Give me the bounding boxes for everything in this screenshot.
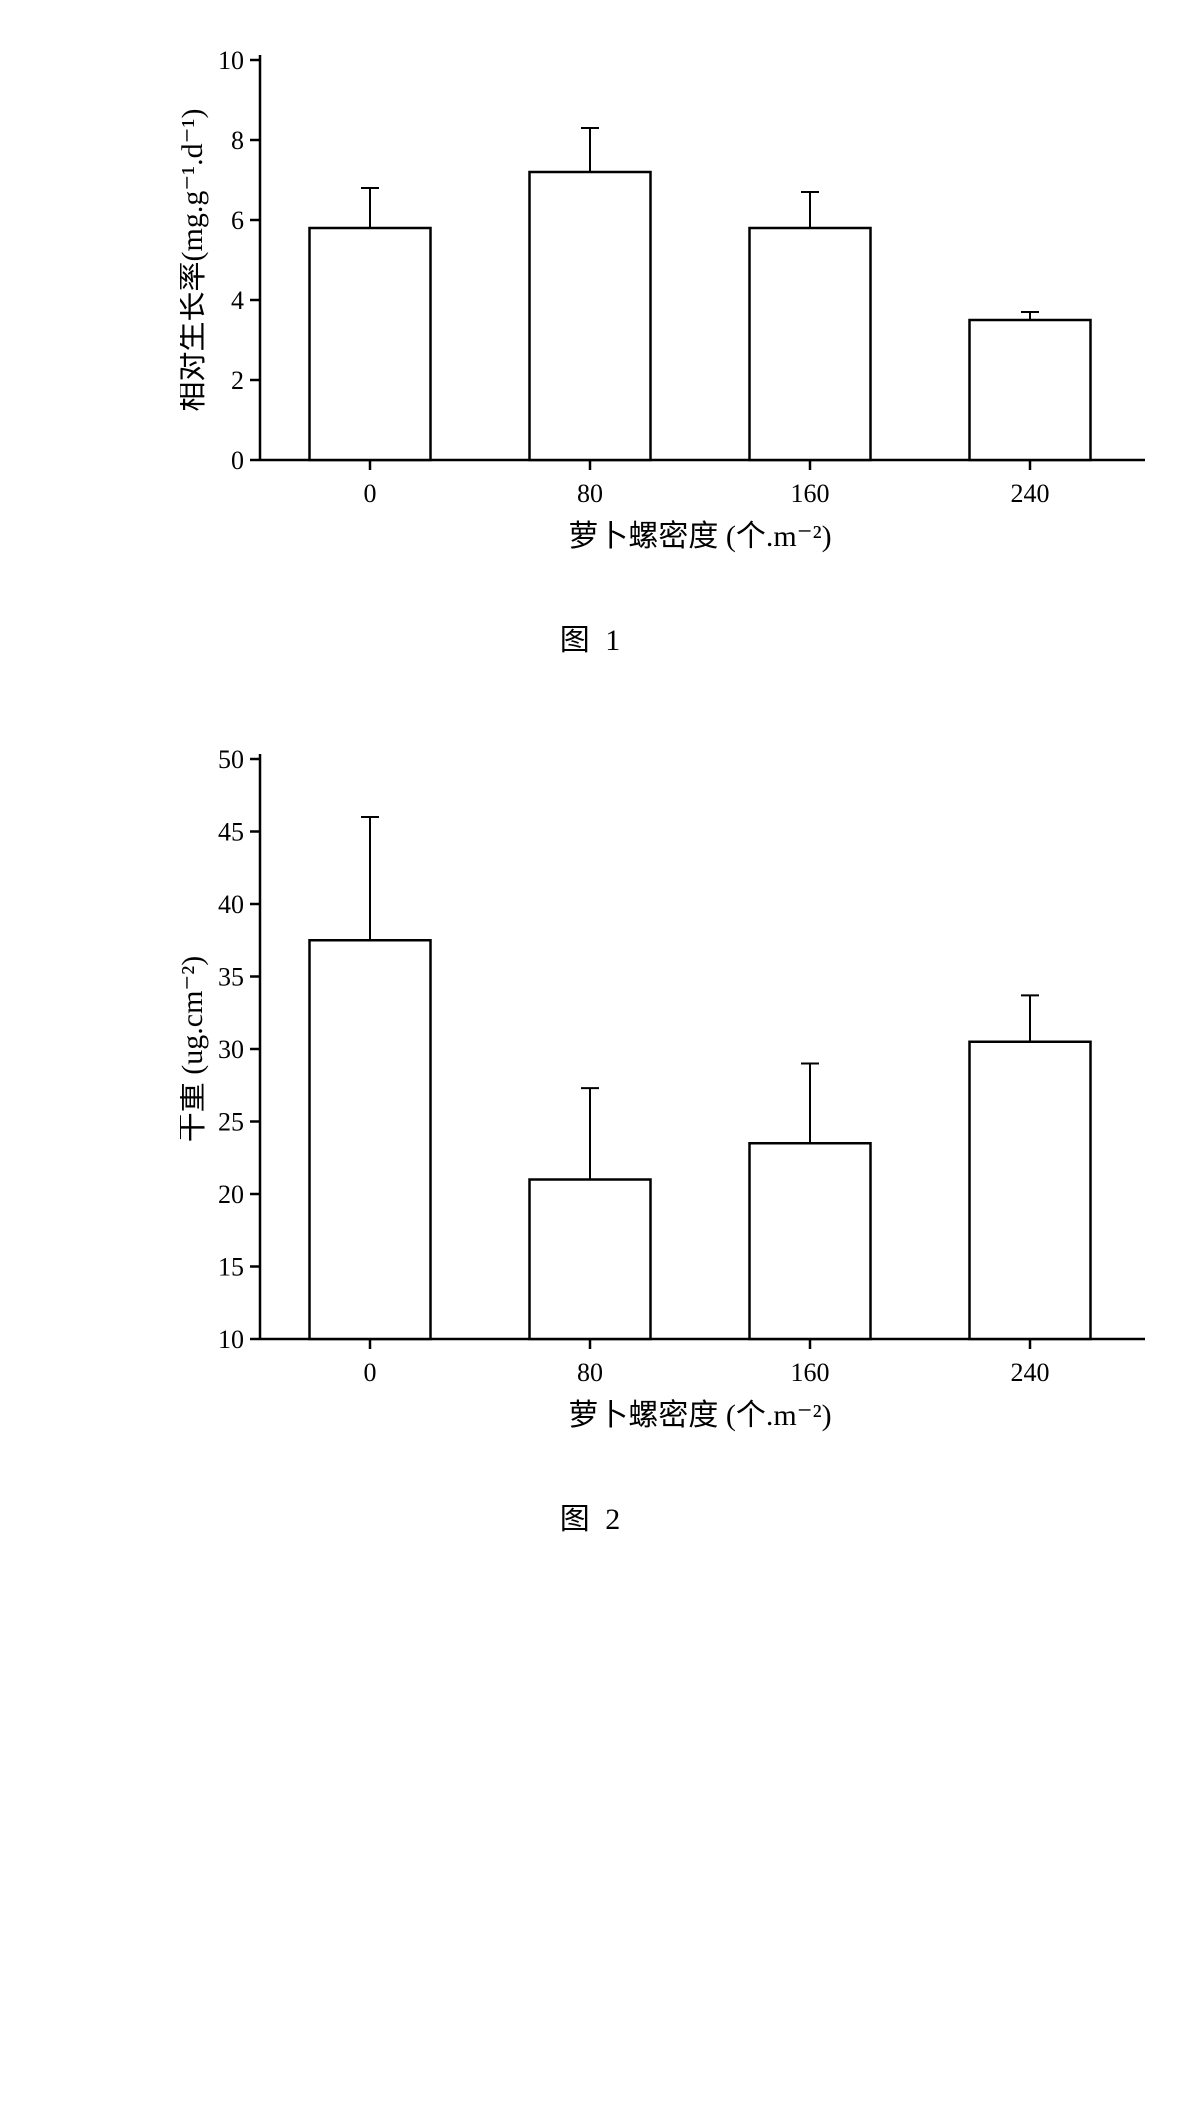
svg-text:10: 10 [218,46,244,75]
figure-1-caption: 图 1 [60,615,1124,659]
svg-text:160: 160 [791,1358,830,1387]
svg-text:相对生长率(mg.g⁻¹.d⁻¹): 相对生长率(mg.g⁻¹.d⁻¹) [180,109,209,412]
svg-text:35: 35 [218,963,244,992]
svg-text:240: 240 [1011,479,1050,508]
svg-text:2: 2 [231,366,244,395]
svg-text:160: 160 [791,479,830,508]
svg-text:干重 (ug.cm⁻²): 干重 (ug.cm⁻²) [180,956,209,1142]
figure-1: 0 2 4 6 8 10 0 80 160 240 萝卜螺密度 (个.m⁻²) 相对生长率(mg.g⁻… [60,40,1124,659]
svg-text:萝卜螺密度 (个.m⁻²): 萝卜螺密度 (个.m⁻²) [568,1399,831,1432]
svg-text:40: 40 [218,890,244,919]
chart-2-svg: 10 15 20 25 30 35 40 45 50 0 80 160 240 萝卜螺密度 (个.m⁻²)… [180,739,1160,1439]
svg-text:50: 50 [218,745,244,774]
svg-text:45: 45 [218,818,244,847]
svg-text:15: 15 [218,1253,244,1282]
svg-text:20: 20 [218,1180,244,1209]
svg-text:25: 25 [218,1108,244,1137]
svg-text:80: 80 [577,1358,603,1387]
svg-text:8: 8 [231,126,244,155]
chart-1-svg: 0 2 4 6 8 10 0 80 160 240 萝卜螺密度 (个.m⁻²) 相对生长率(mg.g⁻… [180,40,1160,560]
svg-text:10: 10 [218,1325,244,1354]
svg-text:30: 30 [218,1035,244,1064]
chart-1-wrapper: 0 2 4 6 8 10 0 80 160 240 萝卜螺密度 (个.m⁻²) 相对生长率(mg.g⁻… [180,40,1124,565]
svg-text:6: 6 [231,206,244,235]
svg-text:0: 0 [364,479,377,508]
figure-2: 10 15 20 25 30 35 40 45 50 0 80 160 240 萝卜螺密度 (个.m⁻²)… [60,739,1124,1538]
figure-2-caption: 图 2 [60,1494,1124,1538]
svg-text:萝卜螺密度 (个.m⁻²): 萝卜螺密度 (个.m⁻²) [568,520,831,553]
svg-text:240: 240 [1011,1358,1050,1387]
svg-text:0: 0 [364,1358,377,1387]
chart-2-wrapper: 10 15 20 25 30 35 40 45 50 0 80 160 240 萝卜螺密度 (个.m⁻²)… [180,739,1124,1444]
svg-text:4: 4 [231,286,244,315]
svg-text:80: 80 [577,479,603,508]
svg-text:0: 0 [231,446,244,475]
